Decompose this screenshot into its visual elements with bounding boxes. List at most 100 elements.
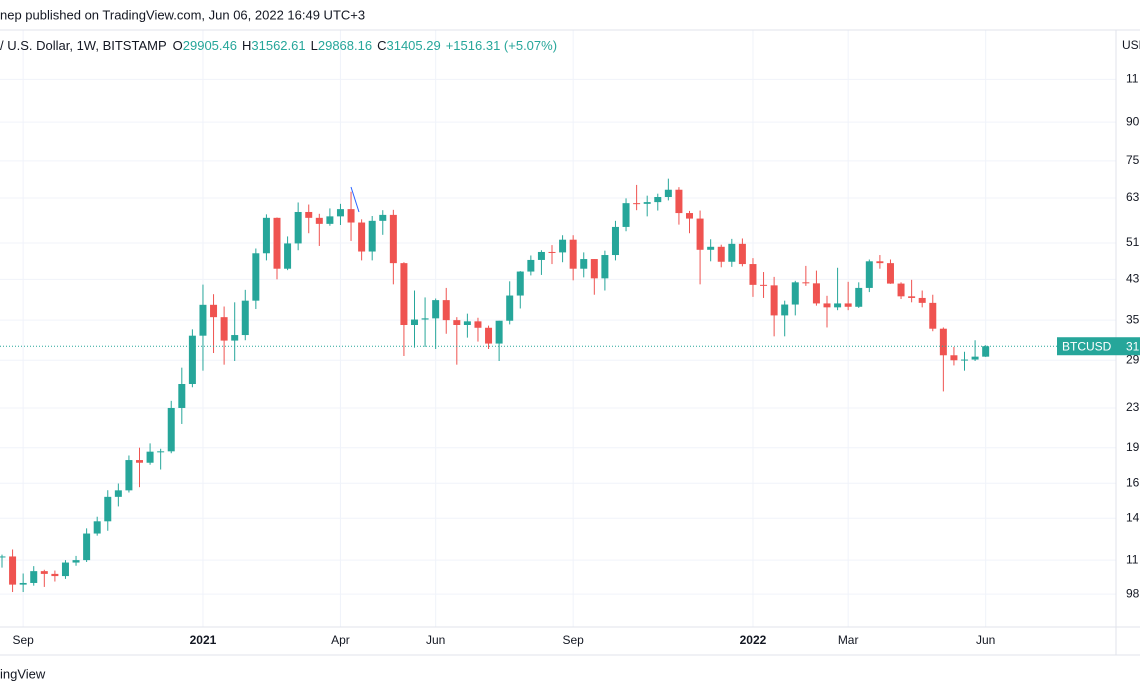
candle-body bbox=[876, 261, 884, 264]
symbol-tag: BTCUSD bbox=[1062, 339, 1112, 353]
candle-body bbox=[696, 218, 704, 250]
y-axis-label: USD bbox=[1122, 38, 1140, 52]
candle-body bbox=[812, 283, 820, 304]
candle-body bbox=[51, 573, 59, 577]
candle-body bbox=[315, 217, 323, 224]
candle-body bbox=[559, 239, 567, 253]
candle-body bbox=[347, 209, 355, 223]
ohlc-label: L bbox=[311, 38, 318, 53]
last-price-tag bbox=[1057, 337, 1140, 356]
candle-body bbox=[262, 217, 270, 254]
candle-body bbox=[400, 263, 408, 325]
x-tick-label: Jun bbox=[426, 633, 445, 647]
candle-body bbox=[495, 320, 503, 344]
candle-body bbox=[273, 217, 281, 269]
y-tick-label: 51 bbox=[1126, 235, 1140, 249]
y-tick-label: 90 bbox=[1126, 114, 1140, 128]
candle-body bbox=[590, 259, 598, 279]
candle-body bbox=[664, 189, 672, 198]
candle-body bbox=[83, 533, 91, 561]
candle-body bbox=[580, 259, 588, 269]
candle-body bbox=[178, 384, 186, 408]
x-tick-label: 2022 bbox=[740, 633, 767, 647]
candle-body bbox=[231, 335, 239, 341]
candle-body bbox=[886, 263, 894, 284]
candle-body bbox=[717, 246, 725, 262]
candles bbox=[0, 178, 990, 593]
candle-body bbox=[326, 216, 334, 224]
candle-body bbox=[294, 211, 302, 244]
candle-body bbox=[770, 285, 778, 316]
candle-body bbox=[125, 460, 133, 491]
candle-body bbox=[389, 214, 397, 264]
candle-body bbox=[463, 321, 471, 325]
candle-body bbox=[971, 356, 979, 360]
candle-body bbox=[93, 521, 101, 534]
candle-body bbox=[199, 304, 207, 336]
candle-body bbox=[305, 211, 313, 218]
candle-body bbox=[802, 282, 810, 284]
y-tick-label: 98 bbox=[1126, 586, 1140, 600]
candle-body bbox=[791, 282, 799, 305]
candle-body bbox=[146, 451, 154, 463]
ohlc-label: H bbox=[242, 38, 251, 53]
candle-body bbox=[728, 243, 736, 262]
footer-logo: ingView bbox=[0, 666, 46, 681]
y-tick-label: 11 bbox=[1126, 72, 1139, 86]
candle-body bbox=[908, 296, 916, 298]
candle-body bbox=[749, 264, 757, 285]
candle-body bbox=[961, 359, 969, 361]
candle-body bbox=[336, 209, 344, 217]
candle-body bbox=[19, 582, 27, 585]
candle-body bbox=[760, 284, 768, 286]
candle-body bbox=[950, 355, 958, 361]
candle-body bbox=[897, 283, 905, 297]
candle-body bbox=[157, 451, 165, 453]
candle-body bbox=[569, 239, 577, 269]
candle-body bbox=[537, 251, 545, 260]
ohlc-value: 31405.29 bbox=[386, 38, 440, 53]
y-tick-label: 16 bbox=[1126, 475, 1140, 489]
change: +1516.31 (+5.07%) bbox=[446, 38, 557, 53]
candle-body bbox=[104, 496, 112, 522]
candle-body bbox=[686, 213, 694, 219]
x-tick-label: Sep bbox=[12, 633, 34, 647]
candle-body bbox=[40, 571, 48, 574]
candle-body bbox=[506, 295, 514, 321]
x-tick-label: 2021 bbox=[190, 633, 217, 647]
candle-body bbox=[167, 407, 175, 452]
candle-body bbox=[188, 335, 196, 385]
candle-body bbox=[918, 297, 926, 303]
candle-body bbox=[252, 253, 260, 301]
candle-body bbox=[601, 255, 609, 279]
candle-body bbox=[220, 317, 228, 341]
candle-body bbox=[474, 321, 482, 328]
candle-body bbox=[516, 271, 524, 296]
x-tick-label: Mar bbox=[838, 633, 859, 647]
candle-body bbox=[939, 328, 947, 356]
candle-body bbox=[485, 327, 493, 344]
drawing-trend-line bbox=[350, 186, 360, 213]
y-tick-label: 11 bbox=[1126, 552, 1139, 566]
y-tick-label: 75 bbox=[1126, 153, 1140, 167]
candle-body bbox=[707, 246, 715, 250]
last-price-label: 31 bbox=[1126, 339, 1140, 353]
y-tick-label: 29 bbox=[1126, 352, 1140, 366]
candle-body bbox=[0, 556, 6, 558]
symbol-legend: / U.S. Dollar, 1W, BITSTAMP O29905.46 H315… bbox=[0, 38, 557, 53]
symbol: / U.S. Dollar, 1W, BITSTAMP bbox=[0, 38, 167, 53]
candle-body bbox=[61, 562, 69, 577]
x-tick-label: Apr bbox=[331, 633, 350, 647]
candle-body bbox=[411, 319, 419, 325]
published-line: nep published on TradingView.com, Jun 06… bbox=[0, 7, 365, 22]
candle-body bbox=[855, 287, 863, 307]
x-tick-label: Jun bbox=[976, 633, 995, 647]
candle-body bbox=[114, 490, 122, 497]
candle-body bbox=[823, 303, 831, 308]
candle-body bbox=[675, 189, 683, 214]
candle-body bbox=[30, 571, 38, 583]
candle-body bbox=[442, 300, 450, 321]
candle-body bbox=[241, 300, 249, 336]
candle-body bbox=[72, 560, 80, 563]
candle-body bbox=[781, 304, 789, 316]
